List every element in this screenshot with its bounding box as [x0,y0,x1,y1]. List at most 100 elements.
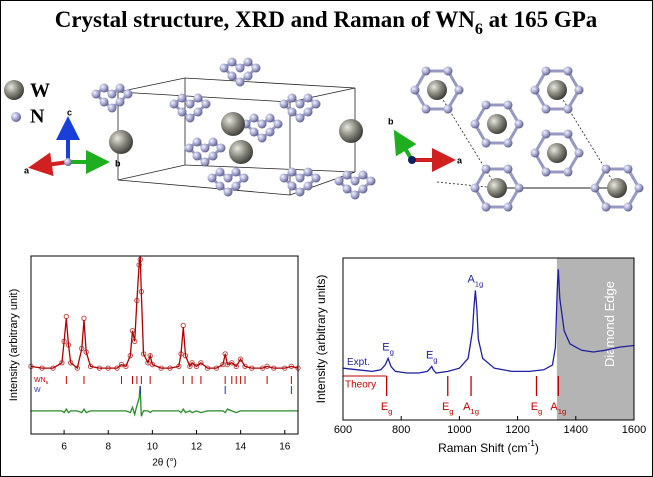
n-atom [481,100,491,110]
axis-origin [408,156,416,164]
theory-label-part: g [449,407,453,416]
n-atom [249,127,259,137]
theory-label-part: g [538,407,542,416]
theory-label-part: g [388,407,392,416]
n-atom [227,71,237,81]
n-atom [115,83,125,93]
n-atom [64,158,72,166]
theory-label-part: A [550,401,558,413]
w-atom [4,80,24,100]
n-atom [200,157,210,167]
region-label: Diamond Edge [602,281,617,367]
n-atom [541,104,551,114]
cell-edge [184,164,356,173]
x-axis-label: 2θ (°) [152,458,177,469]
title-part: Crystal structure, XRD and Raman of WN [55,7,476,32]
data-point [123,363,129,370]
n-atom [421,104,431,114]
n-atom [530,148,540,158]
n-atom [295,187,305,197]
theory-label-part: E [381,401,388,413]
n-atom [208,137,218,147]
axis-label: c [67,107,72,117]
n-atom [115,97,125,107]
data-point [198,360,204,366]
n-atom [503,202,513,212]
peak-label: A1g [467,273,483,288]
n-atom [107,103,117,113]
n-atom [623,164,633,174]
n-atom [443,66,453,76]
peak-label: Eg [426,349,438,364]
x-axis-label-part: Raman Shift (cm [438,441,527,455]
legend-label: N [30,106,45,128]
x-tick-label: 14 [235,442,247,453]
n-atom [541,129,551,139]
n-atom [623,202,633,212]
cell-edge [117,91,291,103]
n-atom [265,113,275,123]
n-atom [514,183,524,193]
peak-label-part: A [467,273,475,285]
n-atom [193,93,203,103]
n-atom [563,104,573,114]
n-atom [503,164,513,174]
n-atom [590,183,600,193]
x-axis-label: Raman Shift (cm-1) [438,438,539,455]
data-line [31,385,298,417]
n-atom [287,107,297,117]
n-atom [249,113,259,123]
x-tick-label: 1000 [447,424,471,436]
peak-label-part: E [382,341,389,353]
n-atom [207,173,217,183]
n-atom [358,170,368,180]
w-atom [547,143,567,163]
n-atom [192,151,202,161]
n-atom [634,183,644,193]
n-atom [601,164,611,174]
data-point [145,360,151,366]
axis-label: b [115,158,121,168]
n-atom [265,127,275,137]
n-atom [99,83,109,93]
y-axis-label: Intensity (arbitrary unit) [8,289,20,401]
n-atom [99,97,109,107]
n-atom [235,77,245,87]
theory-label: A1g [550,401,566,416]
n-atom [295,173,305,183]
n-atom [503,100,513,110]
cell-edge [117,164,186,181]
w-atom [339,119,363,143]
n-atom [185,113,195,123]
axis-label: b [388,116,394,126]
theory-label-part: A [463,401,471,413]
n-atom [410,85,420,95]
n-atom [303,93,313,103]
w-atom [229,140,253,164]
n-atom [177,93,187,103]
theory-label: Eg [531,401,543,416]
legend-label: W [30,80,50,102]
n-atom [273,119,283,129]
n-atom [201,99,211,109]
structure: WN c b a b a [4,57,644,212]
n-atom [563,129,573,139]
n-atom [193,107,203,117]
n-atom [481,202,491,212]
n-atom [216,143,226,153]
x-tick-label: 6 [61,442,67,453]
axis-label: a [24,165,30,175]
n-atom [574,148,584,158]
x-axis-label-part: ) [535,441,539,455]
n-atom [231,167,241,177]
data-point [118,361,125,368]
n-atom [231,181,241,191]
data-point [237,356,244,362]
axis-arrow [28,152,69,177]
axis-label: a [457,155,463,165]
n-atom [481,138,491,148]
legend-label: Theory [345,380,376,391]
n-atom [184,143,194,153]
plot-frame [342,257,635,421]
